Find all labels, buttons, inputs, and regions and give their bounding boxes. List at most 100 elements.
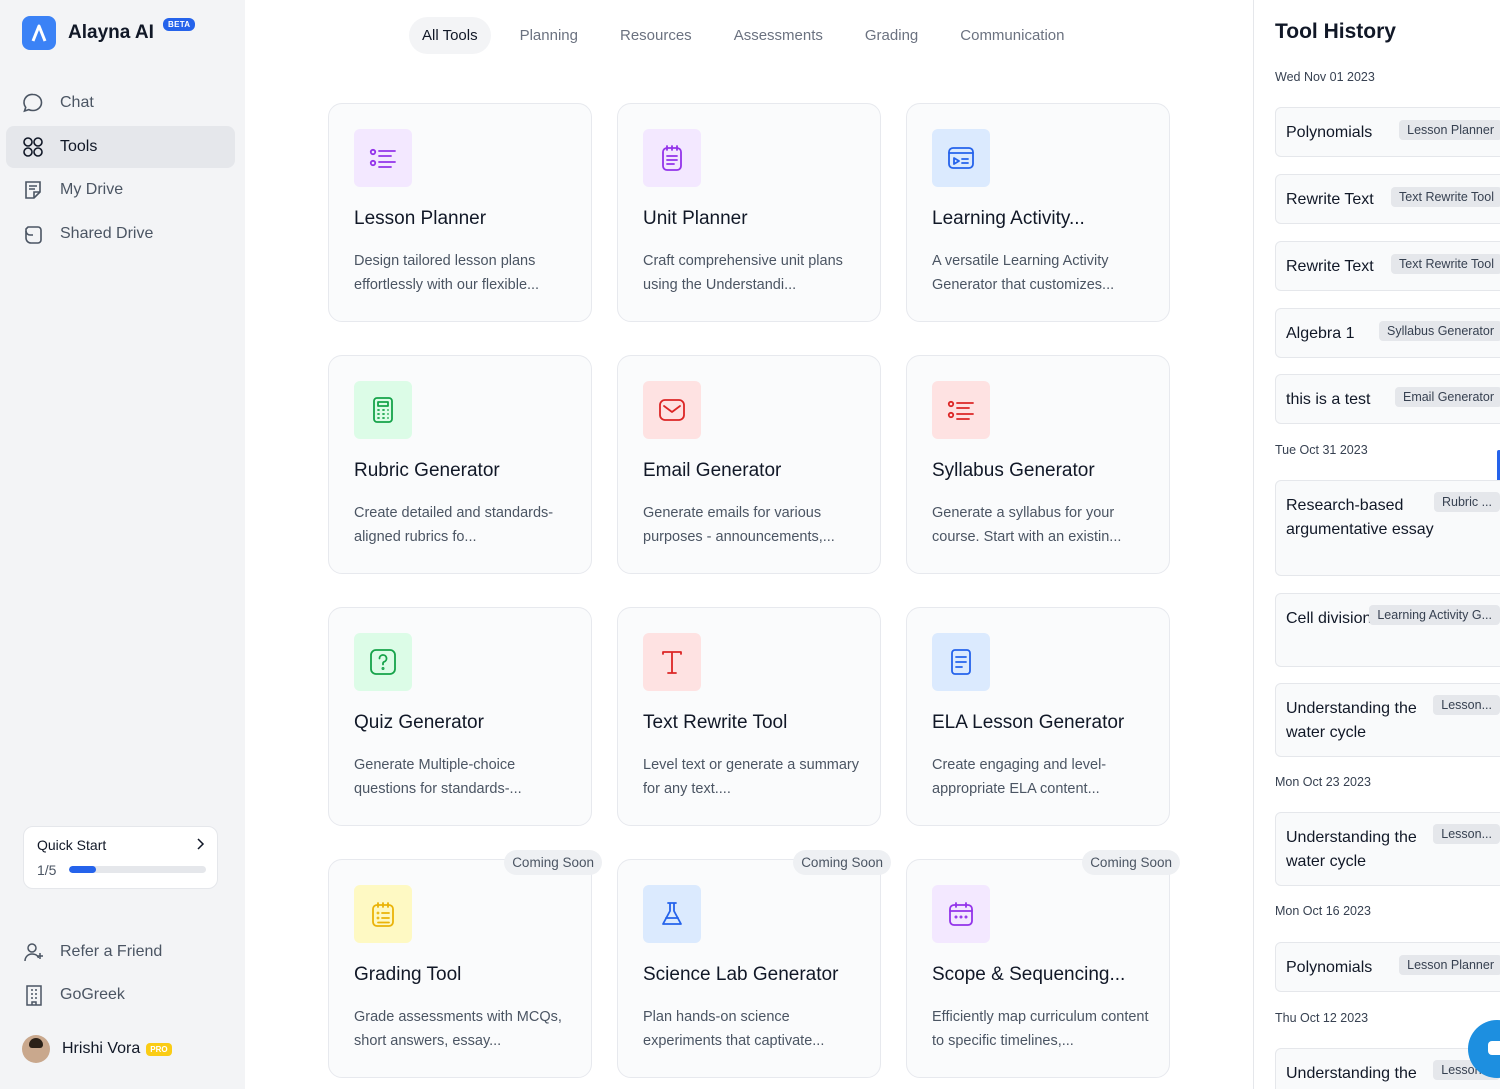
tool-card[interactable]: Text Rewrite Tool Level text or generate … (617, 607, 881, 826)
quick-start-progress-fill (69, 866, 97, 873)
calendar-icon (932, 885, 990, 943)
tab-all-tools[interactable]: All Tools (409, 17, 491, 54)
tab-planning[interactable]: Planning (519, 27, 578, 44)
tool-card-title: Learning Activity... (932, 208, 1085, 229)
tool-card[interactable]: Unit Planner Craft comprehensive unit pla… (617, 103, 881, 322)
history-item-tag: Lesson Planner (1399, 955, 1500, 975)
history-item-name: Algebra 1 (1286, 325, 1355, 342)
history-date: Thu Oct 12 2023 (1275, 1011, 1369, 1025)
history-item[interactable]: Polynomials Lesson Planner (1275, 107, 1500, 157)
quick-start-card[interactable]: Quick Start 1/5 (23, 826, 218, 889)
message-icon (1488, 1041, 1500, 1055)
history-item-name: Rewrite Text (1286, 191, 1374, 208)
history-date: Wed Nov 01 2023 (1275, 70, 1375, 84)
history-item[interactable]: Polynomials Lesson Planner (1275, 942, 1500, 992)
tab-communication[interactable]: Communication (960, 27, 1065, 44)
refer-friend-label: Refer a Friend (60, 943, 163, 960)
chat-icon (22, 92, 44, 114)
drive-icon (22, 179, 44, 201)
brand[interactable]: Alayna AI BETA (22, 16, 196, 50)
history-date: Mon Oct 16 2023 (1275, 904, 1371, 918)
refer-friend-link[interactable]: Refer a Friend (22, 940, 162, 964)
history-item-tag: Email Generator (1394, 387, 1500, 407)
history-item[interactable]: Algebra 1 Syllabus Generator (1275, 308, 1500, 358)
tool-card[interactable]: Learning Activity... A versatile Learning… (906, 103, 1170, 322)
list-icon (932, 381, 990, 439)
quick-start-progress (69, 866, 206, 873)
tab-assessments[interactable]: Assessments (733, 27, 823, 44)
tool-card-title: Email Generator (643, 460, 782, 481)
tool-card-description: Generate a syllabus for your course. Sta… (932, 505, 1122, 545)
history-date: Tue Oct 31 2023 (1275, 443, 1368, 457)
history-item-tag: Lesson... (1433, 824, 1500, 844)
tool-card-title: Unit Planner (643, 208, 748, 229)
history-item[interactable]: this is a test Email Generator (1275, 374, 1500, 424)
history-item[interactable]: Research-based argumentative essay Rubric… (1275, 480, 1500, 576)
history-item[interactable]: Cell division Learning Activity G... (1275, 593, 1500, 667)
history-item-tag: Text Rewrite Tool (1391, 254, 1500, 274)
tool-card[interactable]: Science Lab Generator Plan hands-on scien… (617, 850, 891, 1078)
history-item[interactable]: Understanding the water cycle Lesson... (1275, 812, 1500, 886)
tool-card-description: Plan hands-on science experiments that c… (643, 1009, 825, 1049)
history-item[interactable]: Rewrite Text Text Rewrite Tool (1275, 174, 1500, 224)
email-icon (643, 381, 701, 439)
organization-link[interactable]: GoGreek (22, 983, 125, 1007)
tool-card[interactable]: Email Generator Generate emails for vario… (617, 355, 881, 574)
grid-icon (22, 136, 44, 158)
tool-card-title: Quiz Generator (354, 712, 484, 733)
sidebar-item-label: My Drive (60, 181, 124, 198)
tool-card[interactable]: Quiz Generator Generate Multiple-choice q… (328, 607, 592, 826)
beta-badge: BETA (163, 18, 196, 31)
sidebar-nav: Chat Tools My Drive Shared Drive (6, 82, 235, 256)
history-item-name: this is a test (1286, 391, 1371, 408)
sidebar-item-tools[interactable]: Tools (6, 125, 235, 168)
history-item-name: Understanding the (1286, 1065, 1417, 1082)
user-profile[interactable]: Hrishi Vora PRO (22, 1035, 172, 1063)
quick-start-count: 1/5 (37, 862, 57, 878)
calculator-icon (354, 381, 412, 439)
tab-grading[interactable]: Grading (864, 27, 919, 44)
tool-card[interactable]: Scope & Sequencing... Efficiently map cur… (906, 850, 1180, 1078)
tool-card-description: Design tailored lesson plans effortlessl… (354, 253, 540, 293)
question-icon (354, 633, 412, 691)
sidebar-item-label: Tools (60, 137, 98, 155)
tool-card-title: Lesson Planner (354, 208, 487, 229)
tool-history-panel: Tool History Wed Nov 01 2023 Polynomials L… (1253, 0, 1500, 1089)
history-item[interactable]: Understanding the water cycle Lesson... (1275, 683, 1500, 757)
tool-card[interactable]: Grading Tool Grade assessments with MCQs,… (328, 850, 602, 1078)
sidebar-item-shared-drive[interactable]: Shared Drive (6, 213, 235, 255)
history-item-tag: Lesson... (1433, 695, 1500, 715)
notepad-icon (643, 129, 701, 187)
tool-card-description: A versatile Learning Activity Generator … (932, 253, 1115, 293)
add-user-icon (22, 940, 46, 964)
tool-card-description: Craft comprehensive unit plans using the… (643, 253, 843, 293)
history-item-name: Polynomials (1286, 959, 1373, 976)
tool-category-tabs: All Tools Planning Resources Assessments… (409, 17, 1093, 54)
sidebar-item-label: Chat (60, 94, 94, 111)
tool-card-title: Rubric Generator (354, 460, 500, 481)
tool-card[interactable]: Syllabus Generator Generate a syllabus fo… (906, 355, 1170, 574)
tool-card[interactable]: ELA Lesson Generator Create engaging and … (906, 607, 1170, 826)
tool-card-title: Syllabus Generator (932, 460, 1095, 481)
tool-card[interactable]: Rubric Generator Create detailed and stan… (328, 355, 592, 574)
sidebar-item-my-drive[interactable]: My Drive (6, 169, 235, 211)
sidebar-item-chat[interactable]: Chat (6, 82, 235, 124)
user-name: Hrishi Vora (62, 1040, 141, 1057)
brand-name: Alayna AI (68, 22, 154, 43)
history-item[interactable]: Understanding the Lesson... (1275, 1048, 1500, 1089)
sidebar: Alayna AI BETA Chat Tools My Drive Sha (0, 0, 245, 1089)
text-icon (643, 633, 701, 691)
history-item-tag: Rubric ... (1433, 492, 1500, 512)
clipboard-icon (354, 885, 412, 943)
history-item-tag: Lesson Planner (1399, 120, 1500, 140)
tool-card-description: Grade assessments with MCQs, short answe… (354, 1009, 562, 1049)
coming-soon-badge: Coming Soon (504, 850, 602, 875)
tool-card-title: Science Lab Generator (643, 964, 839, 985)
tab-resources[interactable]: Resources (619, 27, 692, 44)
history-item[interactable]: Rewrite Text Text Rewrite Tool (1275, 241, 1500, 291)
tool-card[interactable]: Lesson Planner Design tailored lesson pla… (328, 103, 592, 322)
history-item-name: Understanding the water cycle (1286, 700, 1417, 741)
pro-badge: PRO (146, 1042, 172, 1056)
media-card-icon (932, 129, 990, 187)
book-icon (932, 633, 990, 691)
